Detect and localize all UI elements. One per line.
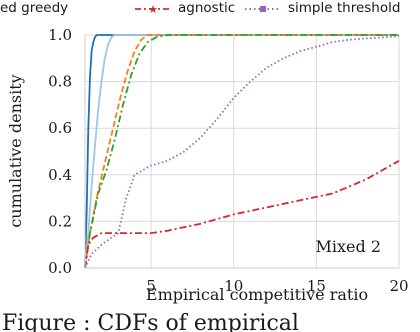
legend-label-3: simple threshold	[288, 0, 400, 16]
y-tick-label: 0.6	[48, 119, 72, 137]
legend-star-marker: ★	[148, 4, 158, 16]
plot-annotation: Mixed 2	[316, 237, 382, 256]
x-tick-label: 10	[224, 277, 243, 295]
y-axis-label: cumulative density	[6, 74, 25, 227]
series-line-3	[84, 34, 399, 269]
y-tick-label: 0.2	[48, 212, 72, 230]
series-line-0	[84, 34, 399, 269]
series-line-2	[84, 34, 399, 269]
legend-label-2: agnostic	[178, 0, 235, 16]
axes	[84, 35, 399, 269]
series-layer	[84, 34, 400, 269]
legend-label-1: ed greedy	[0, 0, 68, 16]
y-tick-label: 0.0	[48, 259, 72, 277]
x-axis-label: Empirical competitive ratio	[146, 285, 368, 304]
legend: ed greedy ★ agnostic simple threshold	[0, 0, 400, 16]
x-tick-label: 20	[389, 277, 408, 295]
series-line-4	[84, 160, 400, 269]
tick-labels: 5 10 15 20 0.0 0.2 0.4 0.6 0.8 1.0	[48, 26, 408, 295]
y-tick-label: 0.4	[48, 166, 72, 184]
y-tick-label: 0.8	[48, 73, 72, 91]
legend-square-marker	[260, 6, 266, 12]
x-tick-label: 15	[307, 277, 326, 295]
series-line-5	[84, 35, 400, 269]
y-tick-label: 1.0	[48, 26, 72, 44]
series-line-1	[84, 34, 399, 269]
plot-area	[85, 35, 399, 268]
x-tick-label: 5	[146, 277, 156, 295]
figure-caption: Figure : CDFs of empirical	[2, 311, 299, 332]
